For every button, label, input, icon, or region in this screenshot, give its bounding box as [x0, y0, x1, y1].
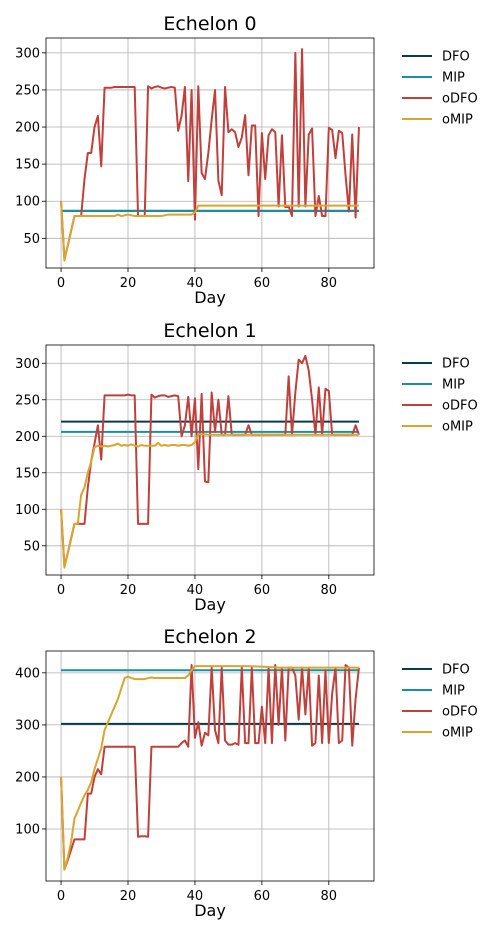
y-tick-label: 150 — [15, 158, 40, 173]
chart-panel-1: 0 20 40 60 80 50 100 150 200 250 300 Echelon 1 Day DF… — [15, 320, 478, 614]
x-axis-label: Day — [194, 901, 226, 920]
legend: DFO MIP oDFO oMIP — [402, 663, 478, 741]
y-tick-label: 250 — [15, 83, 40, 98]
chart-title: Echelon 0 — [163, 13, 256, 35]
legend-label-mip: MIP — [442, 378, 465, 393]
legend-label-mip: MIP — [442, 71, 465, 86]
series-line-omip — [60, 665, 359, 871]
series-line-omip — [60, 433, 359, 569]
x-tick-label: 40 — [187, 276, 204, 291]
legend-label-dfo: DFO — [442, 357, 470, 372]
plot-area-frame — [45, 37, 375, 269]
x-tick-label: 20 — [120, 583, 137, 598]
legend: DFO MIP oDFO oMIP — [402, 357, 478, 435]
y-tick-label: 200 — [15, 121, 40, 136]
y-tick-label: 300 — [15, 718, 40, 733]
series-line-odfo — [60, 354, 360, 568]
y-tick-label: 50 — [23, 232, 40, 247]
x-tick-label: 80 — [321, 889, 338, 904]
y-tick-label: 250 — [15, 393, 40, 408]
series-line-odfo — [60, 48, 360, 261]
legend-label-dfo: DFO — [442, 50, 470, 65]
x-axis-label: Day — [194, 288, 226, 307]
y-tick-label: 400 — [15, 666, 40, 681]
x-tick-label: 60 — [254, 583, 271, 598]
legend: DFO MIP oDFO oMIP — [402, 50, 478, 128]
x-tick-label: 0 — [57, 889, 65, 904]
legend-label-omip: oMIP — [442, 726, 473, 741]
legend-label-odfo: oDFO — [442, 399, 478, 414]
x-axis-label: Day — [194, 595, 226, 614]
chart-title: Echelon 1 — [163, 320, 256, 342]
x-tick-label: 40 — [187, 583, 204, 598]
y-tick-label: 200 — [15, 770, 40, 785]
x-tick-label: 60 — [254, 889, 271, 904]
x-tick-label: 20 — [120, 276, 137, 291]
x-tick-label: 20 — [120, 889, 137, 904]
y-tick-label: 150 — [15, 466, 40, 481]
chart-panel-0: 0 20 40 60 80 50 100 150 200 250 300 Echelon 0 Day DF… — [15, 13, 478, 307]
x-tick-label: 0 — [57, 276, 65, 291]
y-tick-label: 200 — [15, 430, 40, 445]
plot-area-frame — [45, 650, 375, 882]
plot-area-frame — [45, 344, 375, 576]
series-line-omip — [60, 201, 359, 262]
x-tick-label: 80 — [321, 583, 338, 598]
y-tick-label: 50 — [23, 539, 40, 554]
chart-title: Echelon 2 — [163, 626, 256, 648]
x-tick-label: 60 — [254, 276, 271, 291]
legend-label-mip: MIP — [442, 684, 465, 699]
y-tick-label: 100 — [15, 503, 40, 518]
y-tick-label: 300 — [15, 357, 40, 372]
series-line-odfo — [60, 664, 360, 871]
y-tick-label: 100 — [15, 822, 40, 837]
legend-label-omip: oMIP — [442, 420, 473, 435]
y-tick-label: 300 — [15, 46, 40, 61]
legend-label-odfo: oDFO — [442, 705, 478, 720]
legend-label-dfo: DFO — [442, 663, 470, 678]
legend-label-odfo: oDFO — [442, 92, 478, 107]
x-tick-label: 80 — [321, 276, 338, 291]
legend-label-omip: oMIP — [442, 113, 473, 128]
x-tick-label: 40 — [187, 889, 204, 904]
chart-panel-2: 0 20 40 60 80 100 200 300 400 Echelon 2 Day DFO MIP o… — [15, 626, 478, 920]
y-tick-label: 100 — [15, 195, 40, 210]
x-tick-label: 0 — [57, 583, 65, 598]
